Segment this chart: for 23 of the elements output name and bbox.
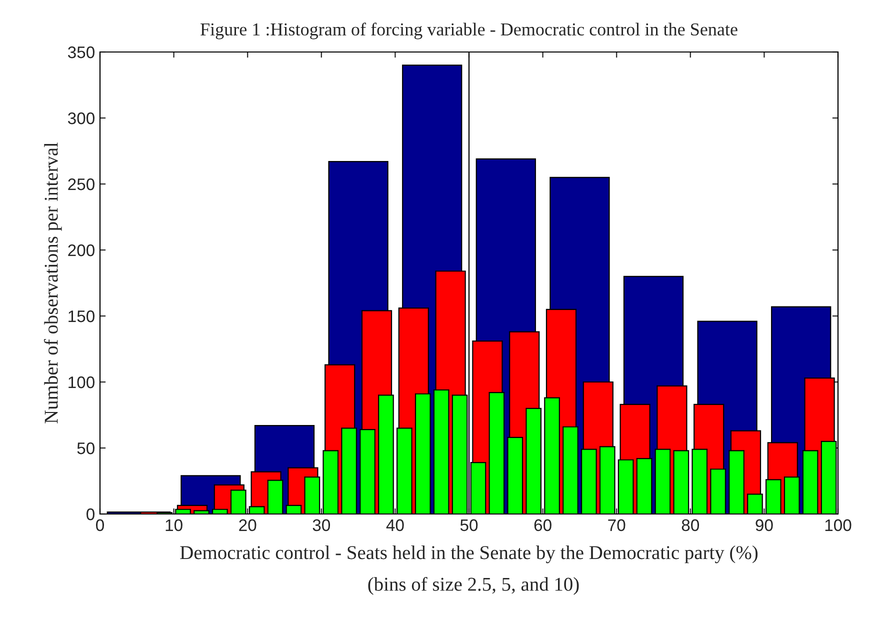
x-tick-label: 20 — [239, 519, 256, 532]
x-axis-title: Democratic control - Seats held in the Senate by the Democratic party (%) — [180, 546, 758, 564]
x-tick-label: 70 — [608, 519, 626, 532]
x-tick-label: 30 — [312, 519, 330, 532]
x-tick-label: 40 — [386, 519, 404, 532]
y-tick-label: 250 — [68, 178, 94, 190]
y-tick-label: 150 — [68, 310, 94, 322]
y-tick-label: 350 — [68, 46, 94, 58]
y-tick-label: 200 — [68, 244, 94, 256]
y-tick-label: 300 — [68, 112, 94, 124]
y-tick-label: 0 — [86, 508, 94, 520]
x-tick-label: 50 — [460, 519, 478, 532]
y-axis-title: Number of observations per interval — [44, 142, 62, 424]
y-tick-label: 50 — [77, 442, 94, 454]
x-tick-label: 0 — [96, 519, 104, 532]
y-tick-label: 100 — [68, 376, 94, 388]
x-tick-label: 60 — [534, 519, 552, 532]
x-tick-label: 80 — [682, 519, 700, 532]
text: (bins of size 2.5, 5, and 10) — [368, 576, 579, 595]
chart-title: Figure 1 :Histogram of forcing variable - Democratic control in the Senate — [200, 22, 738, 40]
x-tick-label: 90 — [756, 519, 773, 532]
x-tick-label: 10 — [166, 519, 182, 532]
x-tick-label: 100 — [825, 519, 852, 532]
